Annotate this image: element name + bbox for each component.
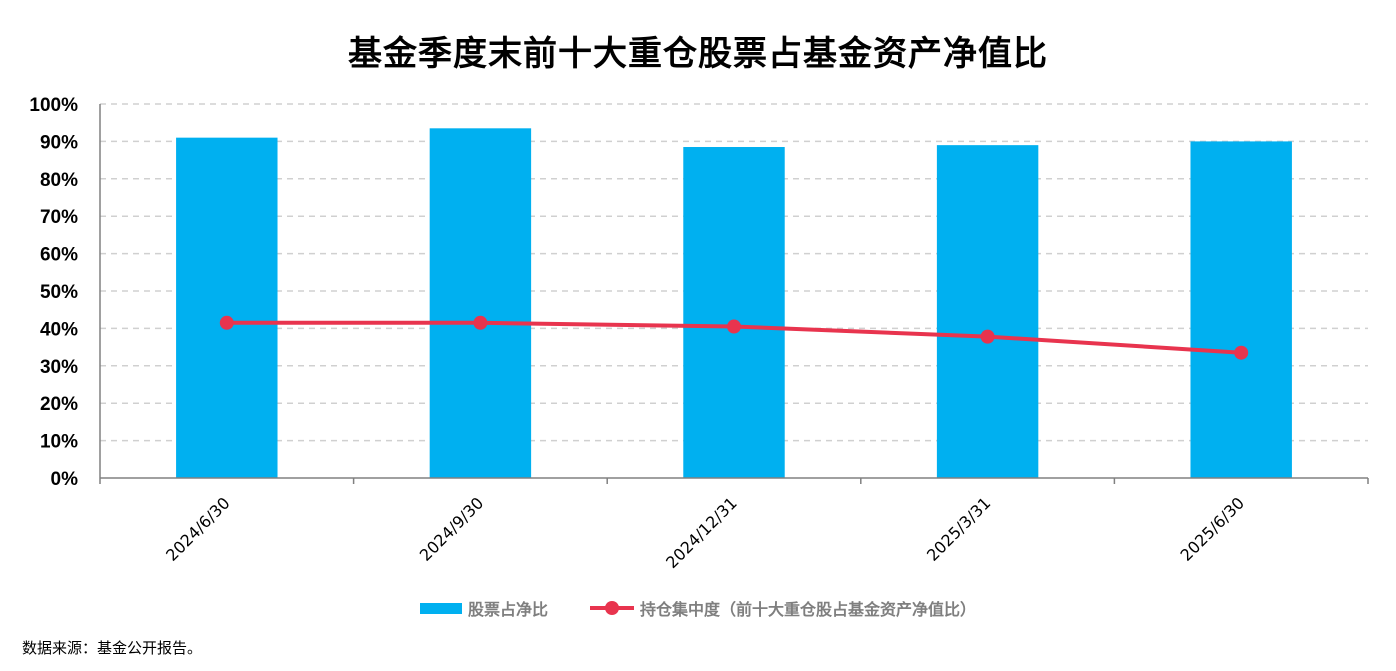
y-tick-label: 30% — [40, 357, 78, 378]
x-tick-label: 2025/3/31 — [923, 493, 994, 564]
line-point — [219, 315, 234, 330]
line-point — [473, 315, 488, 330]
bar-series — [176, 128, 1292, 478]
gridlines — [100, 103, 1368, 442]
y-tick-label: 90% — [40, 132, 78, 153]
axes — [99, 104, 1369, 484]
legend-swatch-bar — [419, 602, 462, 614]
legend-label-bar: 股票占净比 — [467, 600, 548, 619]
line-series — [219, 315, 1249, 360]
line-point — [980, 329, 995, 344]
y-tick-label: 60% — [40, 245, 78, 266]
bar — [176, 137, 278, 478]
x-tick-label: 2024/6/30 — [162, 493, 233, 564]
legend-swatch-line — [590, 601, 634, 615]
y-tick-label: 80% — [40, 170, 78, 191]
y-tick-label: 10% — [40, 432, 78, 453]
x-tick-label: 2024/9/30 — [416, 493, 487, 564]
legend-item-line: 持仓集中度（前十大重仓股占基金资产净值比） — [590, 596, 976, 620]
legend-label-line: 持仓集中度（前十大重仓股占基金资产净值比） — [640, 600, 977, 619]
y-tick-label: 70% — [40, 207, 78, 228]
x-tick-label: 2025/6/30 — [1177, 493, 1248, 564]
x-axis-ticks: 2024/6/30 2024/9/30 2024/12/31 2025/3/31 202… — [162, 493, 1248, 572]
y-tick-label: 50% — [40, 282, 78, 303]
line-point — [727, 319, 741, 334]
y-tick-label: 20% — [40, 394, 78, 415]
y-tick-label: 40% — [40, 319, 78, 340]
y-tick-label: 0% — [51, 469, 79, 490]
bar — [936, 145, 1039, 478]
line-point — [1234, 345, 1249, 360]
y-tick-label: 100% — [29, 95, 78, 116]
x-tick-label: 2024/12/31 — [662, 493, 741, 572]
bar — [429, 128, 532, 478]
bar — [683, 147, 785, 478]
legend-item-bar: 股票占净比 — [419, 596, 548, 620]
chart-legend: 股票占净比 持仓集中度（前十大重仓股占基金资产净值比） — [0, 596, 1396, 620]
chart-title: 基金季度末前十大重仓股票占基金资产净值比 — [348, 34, 1048, 74]
y-axis-ticks: 0% 10% 20% 30% 40% 50% 60% 70% 80% 90% 100% — [29, 95, 78, 490]
source-note: 数据来源：基金公开报告。 — [22, 639, 203, 657]
bar — [1190, 141, 1292, 478]
